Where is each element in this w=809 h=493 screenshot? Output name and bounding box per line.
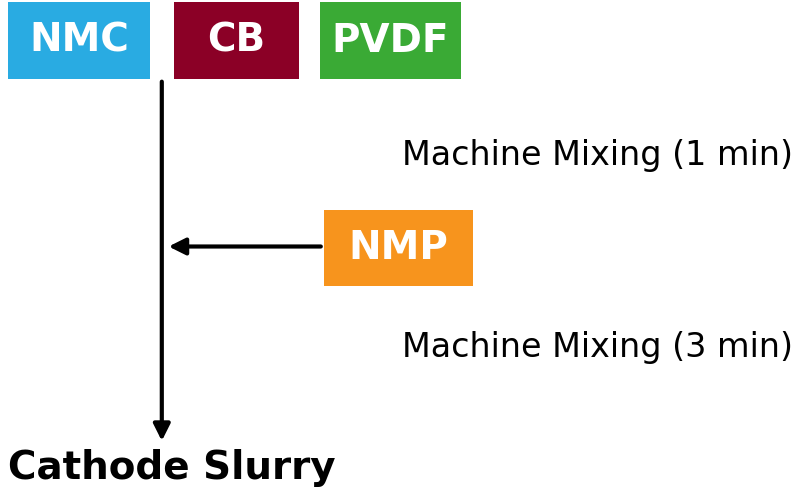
Text: CB: CB: [208, 22, 265, 60]
FancyBboxPatch shape: [320, 2, 461, 79]
FancyBboxPatch shape: [324, 210, 473, 286]
Text: Machine Mixing (3 min): Machine Mixing (3 min): [402, 331, 793, 364]
Text: PVDF: PVDF: [332, 22, 449, 60]
Text: Machine Mixing (1 min): Machine Mixing (1 min): [402, 139, 793, 172]
Text: NMP: NMP: [349, 229, 448, 267]
FancyBboxPatch shape: [174, 2, 299, 79]
Text: NMC: NMC: [29, 22, 129, 60]
Text: Cathode Slurry: Cathode Slurry: [8, 449, 336, 488]
FancyBboxPatch shape: [8, 2, 150, 79]
